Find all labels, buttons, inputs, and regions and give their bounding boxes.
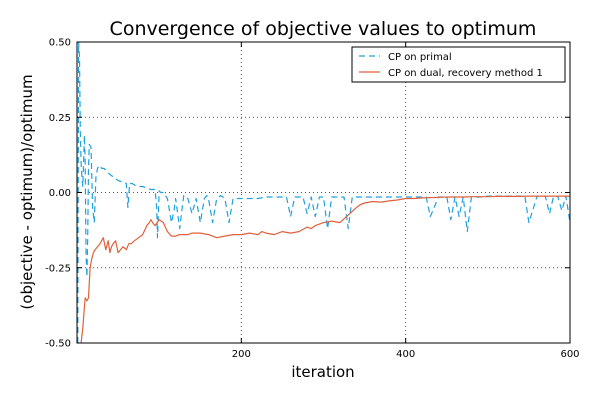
y-tick-label: 0.25 xyxy=(49,113,71,124)
chart-title: Convergence of objective values to optim… xyxy=(110,18,537,40)
y-tick-label: 0.50 xyxy=(49,38,71,49)
y-axis-label: (objective - optimum)/optimum xyxy=(18,74,36,309)
legend-label-primal: CP on primal xyxy=(388,52,452,63)
series-line-primal xyxy=(77,42,570,343)
x-tick-label: 200 xyxy=(232,349,251,360)
y-tick-label: -0.25 xyxy=(45,263,71,274)
x-axis-label: iteration xyxy=(291,363,354,381)
y-tick-label: -0.50 xyxy=(45,339,71,350)
series-layer xyxy=(77,42,570,343)
legend-label-dual: CP on dual, recovery method 1 xyxy=(388,68,543,79)
x-tick-label: 600 xyxy=(560,349,579,360)
y-tick-label: 0.00 xyxy=(49,188,71,199)
series-line-dual xyxy=(80,195,570,343)
x-tick-label: 400 xyxy=(396,349,415,360)
grid-lines xyxy=(77,42,570,343)
plot-frame xyxy=(76,41,571,344)
axis-ticks: 200 400 600 0.50 0.25 0.00 -0.25 -0.50 xyxy=(45,38,579,361)
legend-box xyxy=(351,46,566,83)
legend: CP on primal CP on dual, recovery method… xyxy=(351,46,566,83)
